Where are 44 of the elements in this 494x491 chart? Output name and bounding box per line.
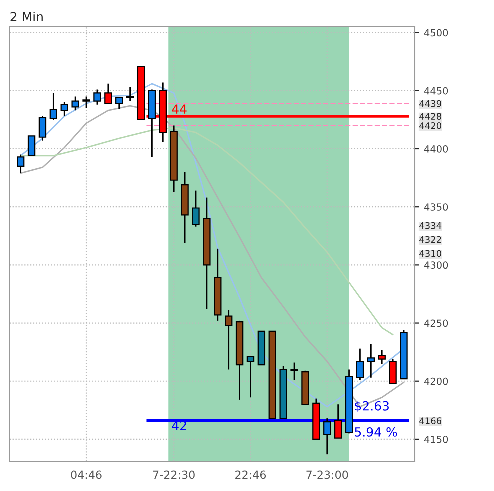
y2-tick-label: 4334 — [420, 222, 442, 230]
y2-tick-label: 4428 — [420, 113, 442, 120]
candlestick — [94, 89, 102, 106]
y-tick-label: 4450 — [424, 87, 448, 95]
y-tick-label: 4400 — [424, 145, 448, 153]
candlestick — [334, 404, 342, 439]
x-tick-label: 7-22:30 — [153, 470, 195, 480]
candlestick — [225, 310, 233, 370]
y-tick-label: 4200 — [424, 378, 448, 386]
annotation: 44 — [172, 104, 187, 114]
candlestick — [246, 356, 255, 398]
candlestick — [60, 102, 68, 118]
candlestick — [104, 83, 112, 104]
y-tick-label: 4500 — [424, 29, 448, 37]
candlestick — [126, 86, 134, 102]
candlestick — [290, 362, 298, 381]
y-tick-label: 4300 — [424, 262, 448, 270]
candlestick — [367, 343, 376, 379]
x-tick-label: 22:46 — [236, 470, 266, 480]
y2-tick-label: 4420 — [420, 122, 442, 130]
candlestick — [50, 92, 58, 121]
candlestick — [389, 358, 397, 384]
candlestick — [324, 418, 332, 456]
candlestick — [16, 154, 25, 174]
y2-tick-label: 4322 — [420, 236, 442, 244]
y2-tick-label: 4439 — [420, 100, 442, 108]
annotation: 5.94 % — [355, 427, 398, 437]
y2-tick-label: 4310 — [420, 250, 442, 258]
candlestick — [82, 96, 90, 110]
y-tick-label: 4250 — [424, 320, 448, 328]
candlestick — [356, 348, 364, 381]
x-tick-label: 04:46 — [71, 470, 102, 480]
candlestick — [72, 96, 80, 112]
candlestick — [192, 190, 200, 228]
chart-title: 2 Min — [10, 12, 43, 22]
x-tick-label: 7-23:00 — [306, 470, 348, 480]
y-tick-label: 4150 — [424, 436, 448, 444]
candlestick — [378, 349, 386, 365]
y-tick-label: 4350 — [424, 204, 448, 211]
candlestick — [116, 97, 124, 110]
candlestick — [28, 136, 36, 157]
annotation: $2.63 — [355, 401, 389, 413]
candlestick — [38, 116, 47, 142]
y2-tick-label: 4166 — [420, 418, 442, 424]
